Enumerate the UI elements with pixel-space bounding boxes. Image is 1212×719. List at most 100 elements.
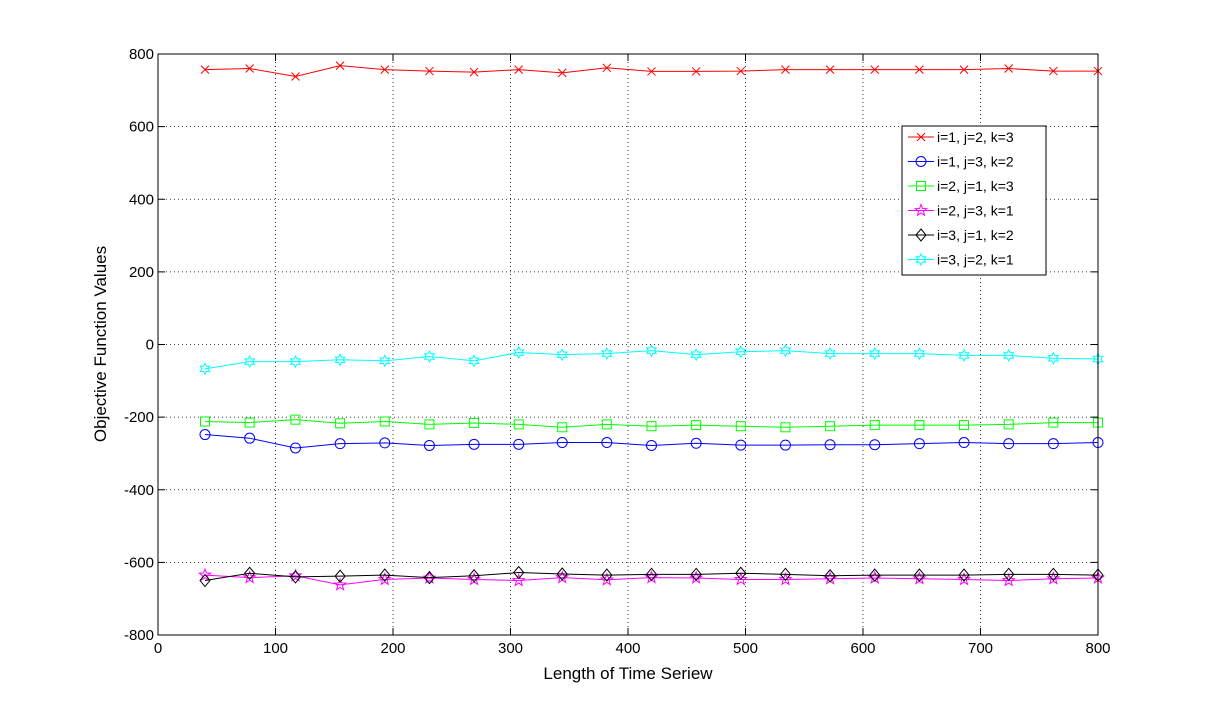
legend-item: i=3, j=2, k=1 (908, 252, 1014, 268)
star-marker (733, 571, 748, 586)
y-tick-label: -200 (124, 409, 154, 426)
square-marker (780, 422, 791, 433)
series-1 (200, 61, 1103, 81)
diamond-marker (1003, 567, 1015, 582)
x-marker (736, 66, 746, 76)
hexagram-marker (513, 345, 525, 360)
x-tick-label: 500 (733, 640, 758, 657)
hexagram-marker (690, 348, 702, 362)
circle-marker (379, 437, 391, 449)
circle-marker (334, 438, 346, 450)
star-marker (778, 571, 793, 586)
x-marker (1048, 66, 1058, 76)
star-marker (1001, 573, 1016, 587)
x-marker (825, 65, 835, 74)
diamond-marker (913, 568, 926, 582)
star-marker (333, 577, 348, 591)
hexagram-marker (869, 346, 881, 361)
circle-marker (244, 432, 256, 444)
star-marker (511, 573, 526, 587)
x-marker (647, 67, 656, 76)
circle-marker (513, 438, 525, 450)
square-marker (959, 420, 970, 431)
x-tick-label: 800 (1085, 640, 1110, 657)
x-tick-label: 200 (380, 640, 405, 657)
star-marker (377, 571, 392, 586)
x-marker (425, 66, 434, 76)
legend: i=1, j=2, k=3 i=1, j=3, k=2 i=2, j=1, k=3 i… (901, 125, 1047, 276)
square-marker (869, 420, 880, 431)
square-marker (691, 420, 702, 431)
x-marker (514, 65, 524, 74)
square-marker (601, 419, 612, 430)
series-line (204, 572, 1099, 582)
diamond-marker (1047, 567, 1060, 582)
legend-label: i=1, j=3, k=2 (937, 154, 1014, 170)
diamond-marker (423, 570, 436, 585)
series-6 (199, 344, 1104, 376)
circle-marker (468, 438, 480, 450)
square-marker (735, 421, 746, 432)
series-line (204, 350, 1099, 370)
square-marker (646, 421, 657, 432)
square-marker (244, 417, 255, 428)
square-marker (914, 420, 925, 431)
x-tick-label: 0 (154, 640, 162, 657)
circle-marker (869, 439, 881, 451)
diamond-marker (735, 566, 747, 581)
x-tick-label: 600 (850, 640, 875, 657)
hexagram-marker (334, 353, 346, 367)
diamond-marker (645, 567, 658, 582)
x-marker (959, 65, 969, 74)
square-marker (469, 417, 480, 428)
x-tick-label: 300 (498, 640, 523, 657)
square-marker (1003, 419, 1014, 430)
circle-marker (958, 437, 970, 449)
circle-marker (556, 437, 568, 449)
circle-marker (1003, 438, 1015, 450)
x-tick-label: 700 (968, 640, 993, 657)
diamond-marker (243, 566, 256, 581)
square-marker (825, 421, 836, 432)
circle-marker (913, 438, 925, 450)
legend-item: i=1, j=2, k=3 (908, 129, 1014, 145)
star-marker (913, 203, 929, 217)
series-layer (197, 61, 1106, 591)
legend-item: i=3, j=1, k=2 (908, 227, 1014, 243)
y-tick-label: -400 (124, 482, 154, 499)
diamond-marker (915, 228, 927, 242)
hexagram-marker (645, 344, 658, 358)
x-marker (557, 68, 567, 78)
hexagram-marker (468, 354, 480, 368)
hexagram-marker (423, 349, 436, 364)
legend-label: i=1, j=2, k=3 (937, 129, 1014, 145)
ticks: 0 100 200 300 400 500 600 700 800 -800 -600 -400 -20… (124, 46, 1111, 657)
y-tick-label: -800 (124, 627, 154, 644)
series-2 (199, 429, 1104, 454)
star-marker (956, 571, 972, 586)
hexagram-marker (735, 345, 747, 359)
x-marker (602, 63, 612, 73)
diamond-marker (468, 569, 480, 583)
diamond-marker (958, 568, 970, 582)
legend-label: i=2, j=1, k=3 (937, 178, 1014, 194)
grid (158, 54, 1098, 635)
legend-label: i=3, j=1, k=2 (937, 227, 1014, 243)
hexagram-marker (289, 354, 302, 369)
x-marker (245, 64, 255, 73)
hexagram-marker (779, 344, 792, 358)
diamond-marker (379, 568, 391, 582)
x-marker (200, 65, 210, 74)
square-marker (379, 416, 390, 427)
hexagram-marker (958, 348, 970, 362)
diamond-marker (779, 567, 792, 582)
legend-item: i=2, j=1, k=3 (908, 178, 1014, 194)
series-5 (199, 565, 1104, 588)
x-marker (469, 67, 479, 77)
x-marker (335, 61, 345, 70)
y-tick-label: 400 (129, 191, 154, 208)
series-line (204, 574, 1099, 586)
hexagram-marker (379, 354, 391, 368)
